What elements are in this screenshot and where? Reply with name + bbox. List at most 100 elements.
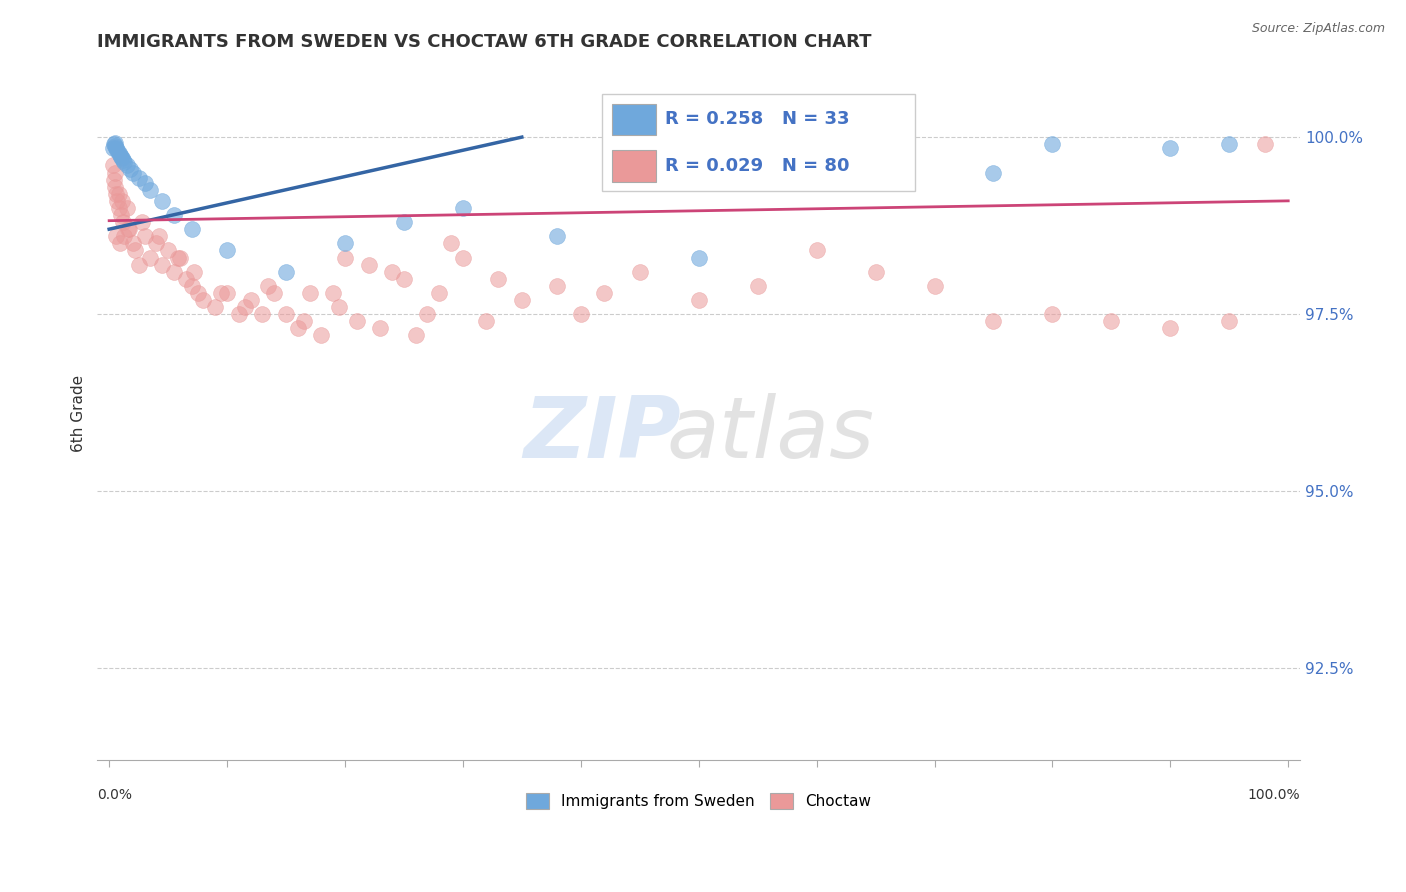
Point	[451, 201, 474, 215]
Point	[104, 136, 127, 150]
Point	[209, 285, 232, 300]
Point	[806, 137, 828, 152]
Point	[233, 300, 256, 314]
Point	[187, 285, 209, 300]
Point	[105, 194, 128, 208]
Y-axis label: 6th Grade: 6th Grade	[72, 375, 86, 452]
Point	[451, 251, 474, 265]
Point	[150, 194, 173, 208]
Point	[204, 300, 226, 314]
Point	[292, 314, 315, 328]
Point	[104, 179, 127, 194]
Point	[104, 165, 127, 179]
Point	[287, 321, 309, 335]
Point	[274, 307, 297, 321]
Point	[440, 236, 463, 251]
Point	[257, 278, 280, 293]
Point	[405, 328, 427, 343]
Point	[475, 314, 498, 328]
Point	[139, 251, 162, 265]
Point	[139, 183, 162, 197]
Point	[105, 186, 128, 201]
Point	[322, 285, 344, 300]
Point	[1218, 314, 1240, 328]
Point	[145, 236, 167, 251]
Point	[108, 236, 131, 251]
Point	[180, 222, 202, 236]
Point	[1042, 307, 1064, 321]
Point	[174, 272, 197, 286]
Point	[180, 278, 202, 293]
Point	[169, 251, 191, 265]
Point	[865, 265, 887, 279]
Point	[924, 278, 946, 293]
Point	[1159, 141, 1181, 155]
Point	[298, 285, 321, 300]
Point	[569, 307, 592, 321]
Point	[110, 208, 132, 222]
Point	[115, 201, 138, 215]
Point	[193, 293, 215, 307]
Legend: Immigrants from Sweden, Choctaw: Immigrants from Sweden, Choctaw	[520, 787, 877, 815]
Point	[114, 155, 136, 169]
Point	[111, 194, 134, 208]
Point	[112, 153, 135, 167]
Point	[120, 161, 142, 176]
Point	[688, 293, 710, 307]
Point	[1099, 314, 1122, 328]
Point	[427, 285, 450, 300]
Point	[108, 148, 131, 162]
Point	[239, 293, 262, 307]
Point	[128, 258, 150, 272]
Point	[104, 138, 127, 153]
Point	[392, 272, 415, 286]
Point	[357, 258, 380, 272]
Point	[806, 244, 828, 258]
Point	[105, 229, 128, 244]
Point	[346, 314, 368, 328]
Point	[103, 137, 125, 152]
Point	[983, 314, 1005, 328]
Point	[215, 285, 238, 300]
Point	[157, 244, 180, 258]
Point	[311, 328, 333, 343]
Point	[228, 307, 250, 321]
Point	[486, 272, 509, 286]
Point	[215, 244, 238, 258]
Point	[328, 300, 350, 314]
Point	[1218, 137, 1240, 152]
Point	[150, 258, 173, 272]
Point	[121, 165, 143, 179]
Point	[134, 176, 156, 190]
Point	[128, 171, 150, 186]
Point	[163, 265, 186, 279]
Point	[101, 141, 124, 155]
Point	[333, 251, 356, 265]
Point	[333, 236, 356, 251]
Point	[381, 265, 404, 279]
Point	[110, 150, 132, 164]
Point	[183, 265, 205, 279]
Point	[274, 265, 297, 279]
Point	[118, 222, 141, 236]
Point	[105, 141, 128, 155]
Point	[131, 215, 153, 229]
Point	[148, 229, 170, 244]
Point	[1159, 321, 1181, 335]
Point	[416, 307, 439, 321]
Point	[105, 143, 128, 157]
Text: 0.0%: 0.0%	[97, 788, 132, 802]
Point	[263, 285, 285, 300]
Point	[117, 222, 139, 236]
Point	[593, 285, 616, 300]
Point	[107, 145, 129, 160]
Point	[747, 278, 769, 293]
Point	[510, 293, 533, 307]
Point	[107, 201, 129, 215]
Text: atlas: atlas	[666, 392, 875, 475]
Point	[107, 186, 129, 201]
Text: Source: ZipAtlas.com: Source: ZipAtlas.com	[1251, 22, 1385, 36]
Point	[392, 215, 415, 229]
Point	[370, 321, 392, 335]
Point	[124, 244, 146, 258]
